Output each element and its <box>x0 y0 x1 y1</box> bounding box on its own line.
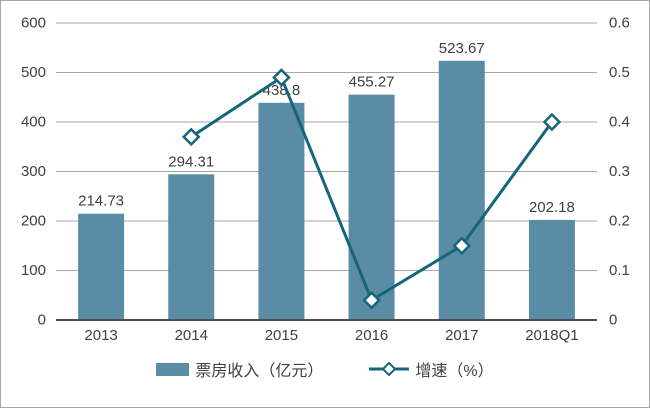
svg-text:100: 100 <box>21 262 46 279</box>
svg-text:2014: 2014 <box>175 327 208 344</box>
svg-text:0.6: 0.6 <box>609 15 630 32</box>
svg-text:0.5: 0.5 <box>609 64 630 81</box>
svg-text:0.1: 0.1 <box>609 262 630 279</box>
svg-text:2017: 2017 <box>445 327 478 344</box>
svg-text:0.4: 0.4 <box>609 114 630 131</box>
legend-item-box-office: 票房收入（亿元） <box>156 357 323 381</box>
svg-text:200: 200 <box>21 213 46 230</box>
legend-label-growth: 增速（%） <box>415 363 494 380</box>
svg-text:600: 600 <box>21 15 46 32</box>
svg-text:0: 0 <box>38 312 46 329</box>
svg-text:2015: 2015 <box>265 327 298 344</box>
legend-label-box-office: 票房收入（亿元） <box>195 363 324 380</box>
svg-text:455.27: 455.27 <box>349 74 395 91</box>
svg-text:2018Q1: 2018Q1 <box>525 327 578 344</box>
svg-text:400: 400 <box>21 114 46 131</box>
svg-text:214.73: 214.73 <box>78 193 124 210</box>
legend: 票房收入（亿元） 增速（%） <box>1 357 649 381</box>
svg-text:2016: 2016 <box>355 327 388 344</box>
line-series-swatch-icon <box>369 362 410 376</box>
svg-text:300: 300 <box>21 163 46 180</box>
svg-text:500: 500 <box>21 64 46 81</box>
svg-text:0.2: 0.2 <box>609 213 630 230</box>
svg-text:438.8: 438.8 <box>263 82 301 99</box>
svg-text:294.31: 294.31 <box>168 153 214 170</box>
bar-series-swatch-icon <box>156 362 190 376</box>
legend-item-growth: 增速（%） <box>369 357 494 381</box>
svg-text:0: 0 <box>609 312 617 329</box>
svg-text:202.18: 202.18 <box>529 199 575 216</box>
svg-text:2013: 2013 <box>84 327 117 344</box>
svg-text:523.67: 523.67 <box>439 40 485 57</box>
svg-text:0.3: 0.3 <box>609 163 630 180</box>
